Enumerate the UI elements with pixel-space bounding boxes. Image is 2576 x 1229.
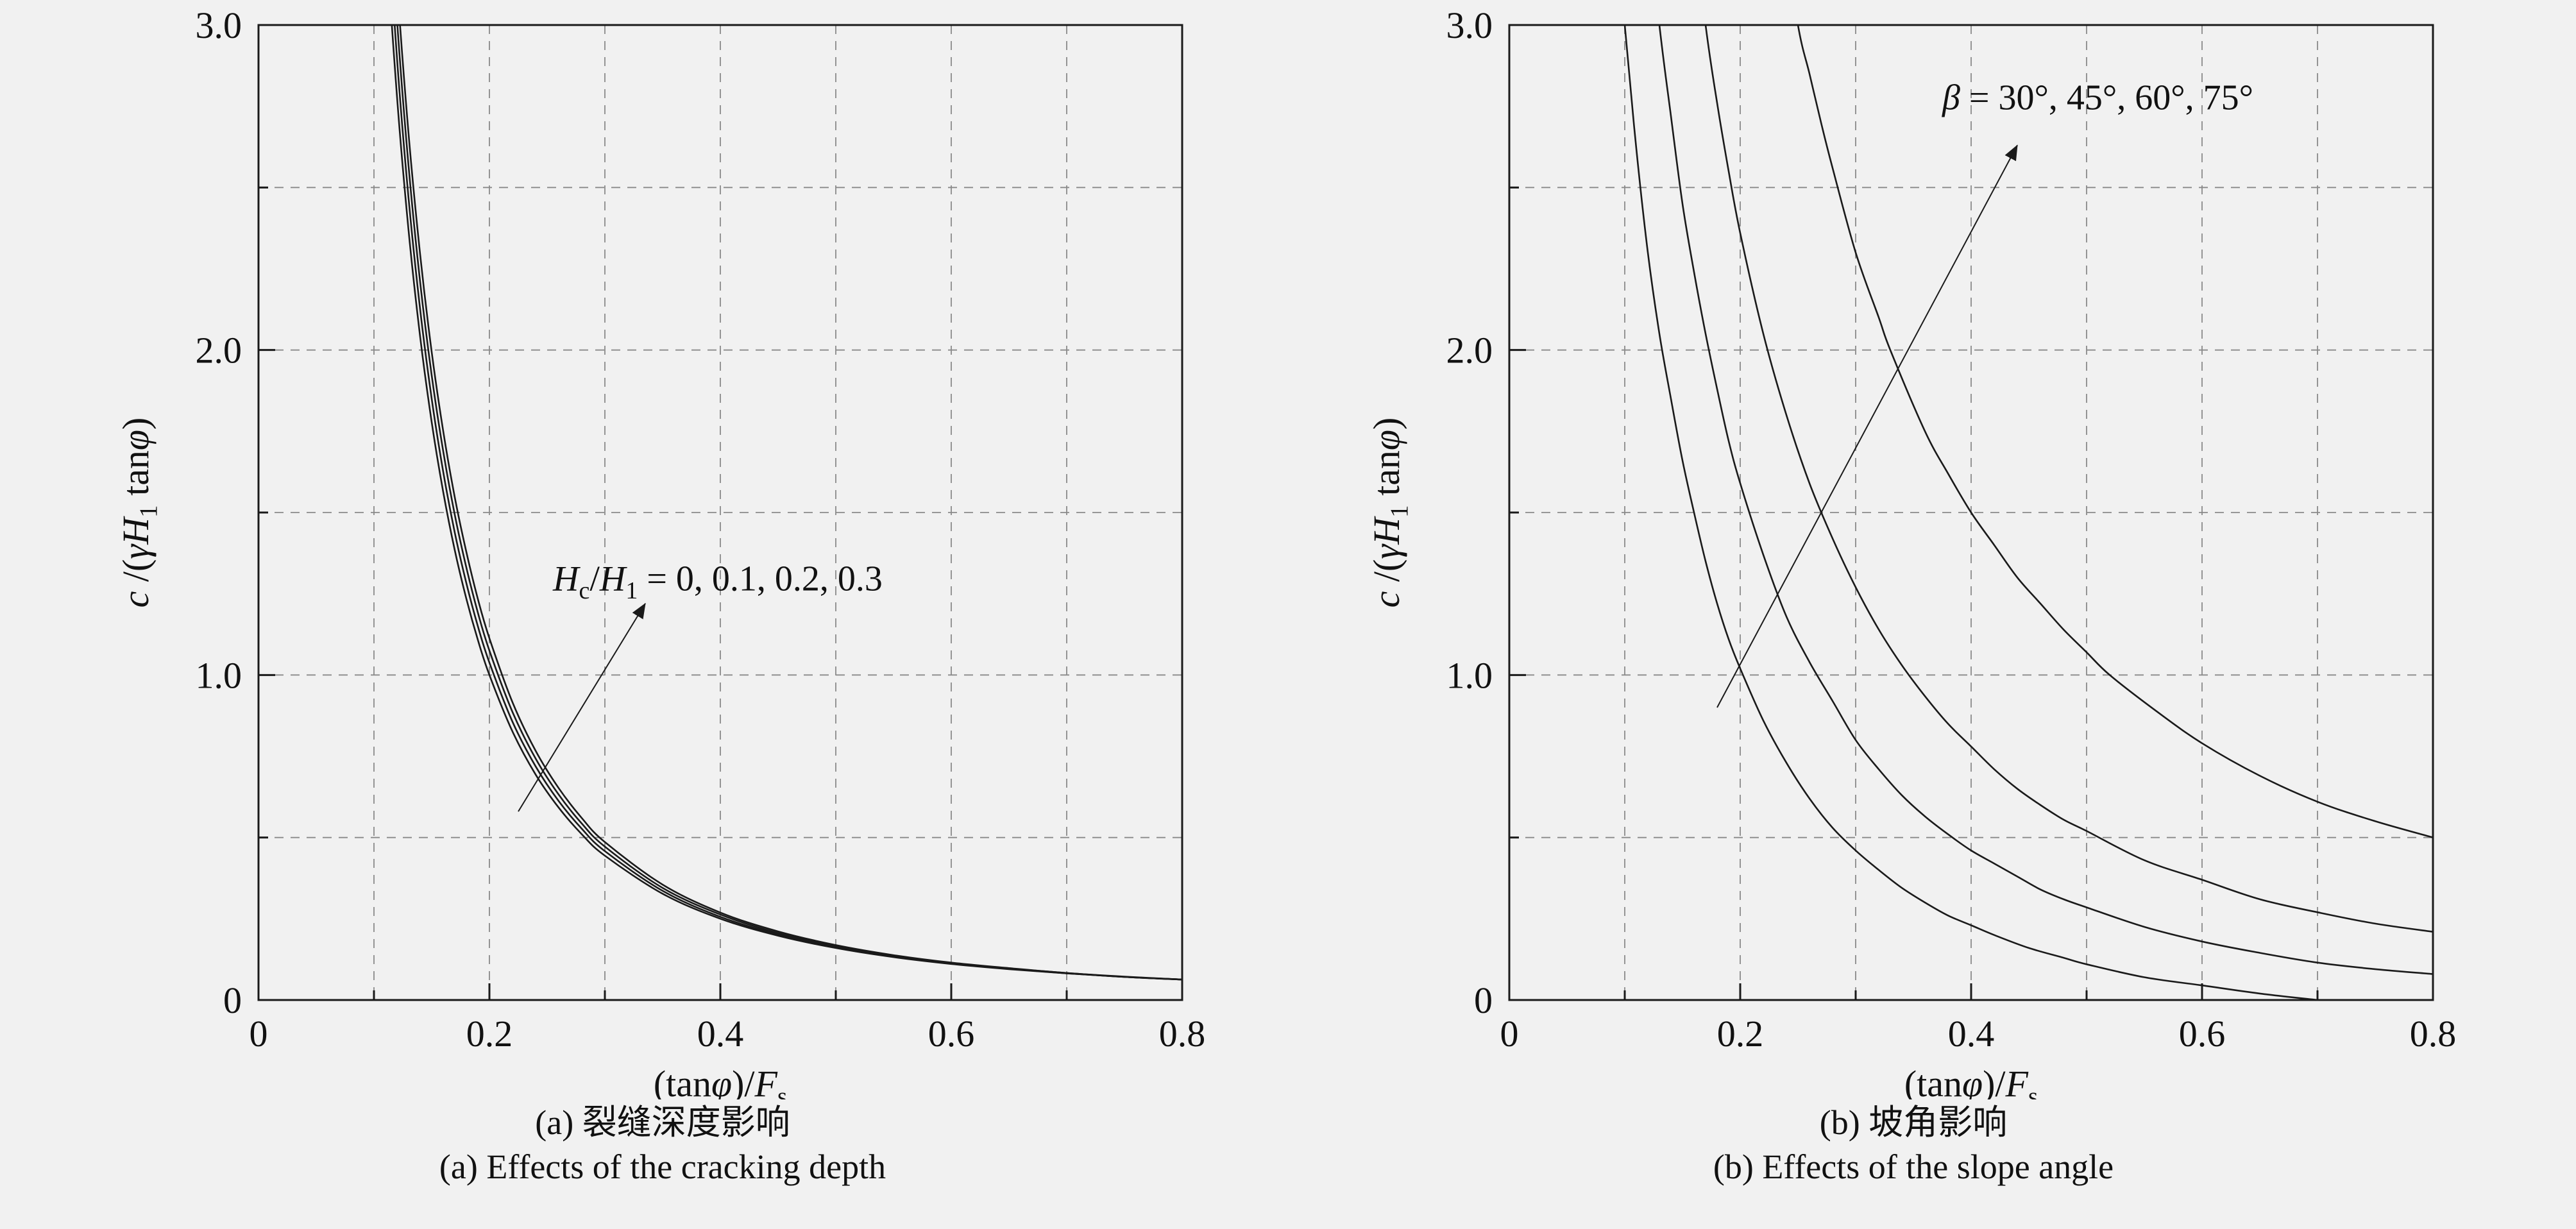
y-axis-title: c /(γH1 tanφ) [115, 418, 162, 608]
x-tick-label: 0 [1500, 1013, 1519, 1055]
chart-b-caption: (b) 坡角影响 (b) Effects of the slope angle [1349, 1101, 2478, 1189]
series-curve [399, 25, 1182, 981]
series-curve [1797, 25, 2433, 838]
series-group [391, 25, 1182, 981]
x-tick-label: 0 [250, 1013, 268, 1055]
x-tick-label: 0.2 [1717, 1013, 1764, 1055]
grid-group [258, 25, 1182, 1000]
y-tick-label: 3.0 [1446, 9, 1493, 46]
y-tick-label: 0 [1474, 979, 1493, 1021]
series-curve [1623, 25, 2318, 1000]
y-tick-label: 0 [223, 979, 242, 1021]
series-curve [396, 25, 1182, 981]
x-tick-label: 0.8 [1159, 1013, 1206, 1055]
chart-a-caption-cn: (a) 裂缝深度影响 [535, 1103, 790, 1142]
y-tick-label: 2.0 [1446, 330, 1493, 371]
annotation-label: β = 30°, 45°, 60°, 75° [1942, 78, 2253, 118]
x-axis-title: (tanφ)/Fs [654, 1063, 787, 1099]
x-tick-label: 0.6 [2179, 1013, 2226, 1055]
annotation-label: Hc/H1 = 0, 0.1, 0.2, 0.3 [552, 559, 883, 604]
annotation-arrow [518, 602, 646, 812]
x-tick-label: 0.6 [928, 1013, 975, 1055]
chart-a-caption-en: (a) Effects of the cracking depth [439, 1148, 886, 1187]
tick-group [257, 24, 1183, 1001]
series-curve [391, 25, 1182, 981]
figure-panel: 0 0.2 0.4 0.6 0.8 0 1.0 2.0 3.0 (tanφ)/Fs c /(γH1 … [98, 9, 2478, 1189]
x-tick-label: 0.2 [466, 1013, 513, 1055]
series-group [1623, 25, 2433, 1000]
x-tick-label: 0.4 [697, 1013, 744, 1055]
series-curve [393, 25, 1182, 981]
chart-b-caption-cn: (b) 坡角影响 [1819, 1103, 2008, 1142]
chart-a: 0 0.2 0.4 0.6 0.8 0 1.0 2.0 3.0 (tanφ)/Fs c /(γH1 … [98, 9, 1227, 1189]
y-tick-label: 1.0 [196, 654, 242, 696]
series-curve [1658, 25, 2433, 975]
x-axis-title: (tanφ)/Fs [1904, 1063, 2038, 1099]
chart-b-canvas: 0 0.2 0.4 0.6 0.8 0 1.0 2.0 3.0 (tanφ)/Fs c /(γH1 … [1366, 9, 2457, 1099]
chart-b-caption-en: (b) Effects of the slope angle [1713, 1148, 2114, 1187]
chart-a-canvas: 0 0.2 0.4 0.6 0.8 0 1.0 2.0 3.0 (tanφ)/Fs c /(γH1 … [115, 9, 1206, 1099]
x-tick-label: 0.8 [2410, 1013, 2457, 1055]
series-curve [1704, 25, 2433, 933]
y-axis-title: c /(γH1 tanφ) [1366, 418, 1413, 608]
y-tick-label: 2.0 [196, 330, 242, 371]
chart-a-caption: (a) 裂缝深度影响 (a) Effects of the cracking d… [98, 1101, 1227, 1189]
y-tick-label: 3.0 [196, 9, 242, 46]
annotation-arrow [1716, 144, 2018, 708]
tick-group [1508, 24, 2434, 1001]
x-tick-label: 0.4 [1948, 1013, 1995, 1055]
y-tick-label: 1.0 [1446, 654, 1493, 696]
chart-b: 0 0.2 0.4 0.6 0.8 0 1.0 2.0 3.0 (tanφ)/Fs c /(γH1 … [1349, 9, 2478, 1189]
